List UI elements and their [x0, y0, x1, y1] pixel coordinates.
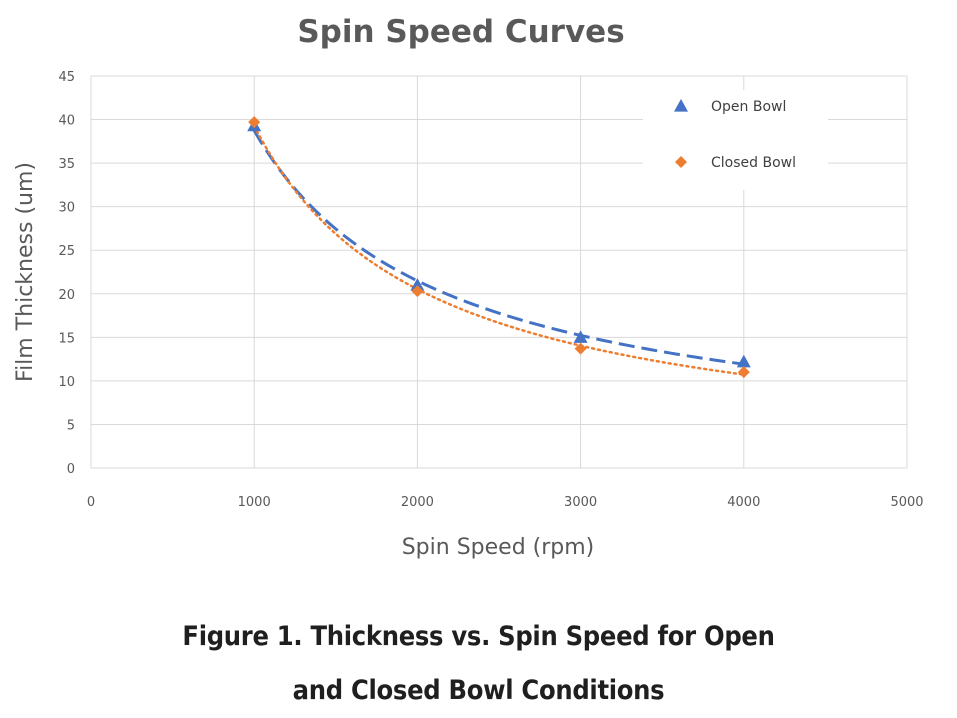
y-tick-label: 5 [67, 418, 75, 433]
legend-closed-bowl-marker [675, 156, 687, 168]
closed-bowl-point [248, 116, 261, 129]
y-axis-title: Film Thickness (um) [13, 162, 38, 382]
y-tick-label: 35 [58, 157, 75, 172]
chart-svg: Spin Speed Curves 0 5 10 15 20 25 30 35 40 45 0 100… [13, 14, 924, 560]
open-bowl-point [736, 354, 751, 368]
y-tick-label: 40 [58, 114, 75, 129]
y-tick-label: 30 [58, 201, 75, 216]
y-tick-label: 25 [58, 244, 75, 259]
closed-bowl-point [737, 366, 750, 379]
legend-background [643, 90, 828, 190]
legend-open-bowl-marker [674, 99, 688, 112]
legend-closed-bowl-label: Closed Bowl [711, 155, 796, 171]
x-tick-label: 0 [87, 495, 95, 510]
legend-open-bowl-label: Open Bowl [711, 99, 786, 115]
open-bowl-point [410, 278, 425, 291]
trendline-layer [252, 124, 746, 376]
y-tick-label: 20 [58, 288, 75, 303]
caption-line-1: Figure 1. Thickness vs. Spin Speed for O… [182, 621, 775, 652]
legend: Open Bowl Closed Bowl [643, 90, 828, 190]
trendline-open-bowl [252, 129, 745, 366]
grid-layer [90, 75, 908, 469]
y-tick-label: 45 [58, 70, 75, 85]
x-tick-label: 3000 [564, 495, 597, 510]
y-tick-label: 0 [67, 462, 75, 477]
open-bowl-point [573, 330, 588, 343]
trendline-closed-bowl [252, 124, 746, 376]
chart: Spin Speed Curves 0 5 10 15 20 25 30 35 40 45 0 100… [13, 14, 924, 560]
x-tick-label: 2000 [401, 495, 434, 510]
marker-layer [247, 116, 751, 379]
figure-caption: Figure 1. Thickness vs. Spin Speed for O… [0, 610, 957, 718]
x-tick-label: 1000 [238, 495, 271, 510]
tick-layer: 0 5 10 15 20 25 30 35 40 45 0 1000 2000 3000 4000 5000 [58, 70, 923, 510]
x-tick-label: 5000 [890, 495, 923, 510]
closed-bowl-point [574, 342, 587, 355]
caption-line-2: and Closed Bowl Conditions [292, 675, 665, 706]
x-axis-title: Spin Speed (rpm) [402, 535, 595, 560]
chart-title: Spin Speed Curves [297, 14, 624, 50]
closed-bowl-point [411, 285, 424, 298]
x-tick-label: 4000 [727, 495, 760, 510]
y-tick-label: 15 [58, 331, 75, 346]
y-tick-label: 10 [58, 375, 75, 390]
